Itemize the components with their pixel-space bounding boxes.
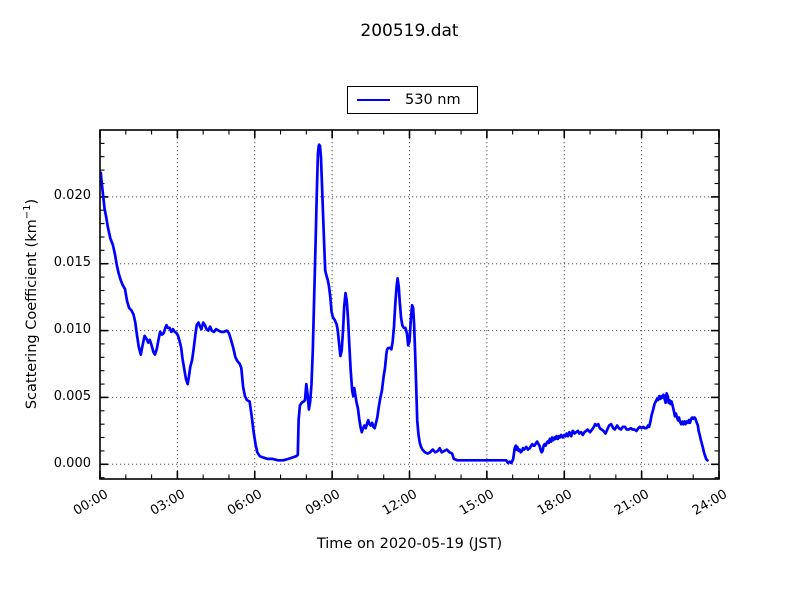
x-axis-label: Time on 2020-05-19 (JST) bbox=[316, 536, 503, 552]
axes-border bbox=[99, 129, 720, 480]
y-tick-label: 0.010 bbox=[53, 322, 91, 338]
y-tick-label: 0.015 bbox=[53, 255, 91, 271]
y-axis-label-sup: −1 bbox=[22, 204, 34, 220]
y-axis-label: Scattering Coefficient (km−1) bbox=[22, 199, 40, 409]
chart-title: 200519.dat bbox=[360, 21, 459, 41]
legend-line-sample bbox=[357, 99, 390, 101]
legend: 530 nm bbox=[347, 86, 478, 114]
y-tick-label: 0.005 bbox=[53, 388, 91, 404]
y-axis-label-post: ) bbox=[23, 198, 40, 205]
y-tick-label: 0.020 bbox=[53, 188, 91, 204]
y-axis-label-pre: Scattering Coefficient (km bbox=[23, 219, 40, 410]
legend-label: 530 nm bbox=[405, 92, 461, 108]
series-line-530nm bbox=[99, 143, 709, 465]
y-tick-label: 0.000 bbox=[53, 455, 91, 471]
